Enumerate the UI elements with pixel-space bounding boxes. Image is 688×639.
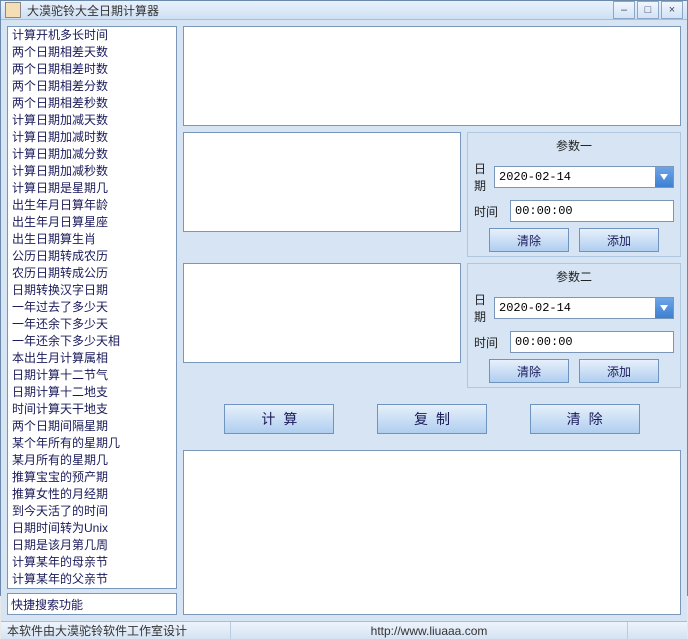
params2-time-input[interactable]: [510, 331, 674, 353]
list-item[interactable]: 计算日期加减分数: [8, 146, 176, 163]
params2-time-label: 时间: [474, 334, 504, 351]
list-item[interactable]: 计算日期是星期几: [8, 180, 176, 197]
right-panel: 参数一 日期 时间 清除 添加: [183, 26, 681, 615]
app-window: 大漠驼铃大全日期计算器 – □ × 计算开机多长时间两个日期相差天数两个日期相差…: [0, 0, 688, 596]
function-listbox[interactable]: 计算开机多长时间两个日期相差天数两个日期相差时数两个日期相差分数两个日期相差秒数…: [7, 26, 177, 589]
list-item[interactable]: 日期是该月第几周: [8, 537, 176, 554]
list-item[interactable]: 出生年月日算年龄: [8, 197, 176, 214]
list-item[interactable]: 计算某年的母亲节: [8, 554, 176, 571]
list-item[interactable]: 计算日期加减秒数: [8, 163, 176, 180]
params1-time-label: 时间: [474, 203, 504, 220]
list-item[interactable]: 一年还余下多少天: [8, 316, 176, 333]
minimize-button[interactable]: –: [613, 1, 635, 19]
params1-time-input[interactable]: [510, 200, 674, 222]
list-item[interactable]: 农历日期转成公历: [8, 265, 176, 282]
list-item[interactable]: 两个日期相差分数: [8, 78, 176, 95]
params2-date-field[interactable]: [495, 301, 655, 315]
params-group-1: 参数一 日期 时间 清除 添加: [467, 132, 681, 257]
list-item[interactable]: 两个日期相差秒数: [8, 95, 176, 112]
status-spacer: [627, 622, 687, 639]
list-item[interactable]: 两个日期相差时数: [8, 61, 176, 78]
list-item[interactable]: 计算某年的父亲节: [8, 571, 176, 588]
window-title: 大漠驼铃大全日期计算器: [27, 2, 613, 19]
list-item[interactable]: 公历日期转成农历: [8, 248, 176, 265]
params1-date-label: 日期: [474, 160, 488, 194]
params1-add-button[interactable]: 添加: [579, 228, 659, 252]
list-item[interactable]: 日期计算十二节气: [8, 367, 176, 384]
status-credit: 本软件由大漠驼铃软件工作室设计: [1, 622, 231, 639]
params1-date-input[interactable]: [494, 166, 674, 188]
clear-button[interactable]: 清除: [530, 404, 640, 434]
list-item[interactable]: 一年过去了多少天: [8, 299, 176, 316]
params2-date-label: 日期: [474, 291, 488, 325]
params-group-2: 参数二 日期 时间 清除 添加: [467, 263, 681, 388]
list-item[interactable]: 计算日期加减时数: [8, 129, 176, 146]
left-panel: 计算开机多长时间两个日期相差天数两个日期相差时数两个日期相差分数两个日期相差秒数…: [7, 26, 177, 615]
list-item[interactable]: 推算女性的月经期: [8, 486, 176, 503]
list-item[interactable]: 计算开机多长时间: [8, 27, 176, 44]
list-item[interactable]: 时间计算天干地支: [8, 401, 176, 418]
list-item[interactable]: 某个年所有的星期几: [8, 435, 176, 452]
result-textarea[interactable]: [183, 450, 681, 615]
list-item[interactable]: 两个日期间隔星期: [8, 418, 176, 435]
list-item[interactable]: 计算日期加减天数: [8, 112, 176, 129]
input-textarea-2[interactable]: [183, 263, 461, 363]
list-item[interactable]: 日期计算十二地支: [8, 384, 176, 401]
params2-date-input[interactable]: [494, 297, 674, 319]
statusbar: 本软件由大漠驼铃软件工作室设计 http://www.liuaaa.com: [1, 621, 687, 639]
app-icon: [5, 2, 21, 18]
params2-date-dropdown[interactable]: [655, 298, 673, 318]
params2-clear-button[interactable]: 清除: [489, 359, 569, 383]
search-input[interactable]: [7, 593, 177, 615]
close-button[interactable]: ×: [661, 1, 683, 19]
action-row: 计算 复制 清除: [183, 394, 681, 444]
list-item[interactable]: 出生日期算生肖: [8, 231, 176, 248]
list-item[interactable]: 到今天活了的时间: [8, 503, 176, 520]
list-item[interactable]: 本出生月计算属相: [8, 350, 176, 367]
list-item[interactable]: 推算宝宝的预产期: [8, 469, 176, 486]
params2-title: 参数二: [474, 268, 674, 285]
copy-button[interactable]: 复制: [377, 404, 487, 434]
list-item[interactable]: 某月所有的星期几: [8, 452, 176, 469]
list-item[interactable]: 一年还余下多少天相: [8, 333, 176, 350]
params1-clear-button[interactable]: 清除: [489, 228, 569, 252]
list-item[interactable]: 出生年月日算星座: [8, 214, 176, 231]
status-url: http://www.liuaaa.com: [231, 624, 627, 638]
params1-title: 参数一: [474, 137, 674, 154]
client-area: 计算开机多长时间两个日期相差天数两个日期相差时数两个日期相差分数两个日期相差秒数…: [1, 20, 687, 621]
list-item[interactable]: 日期转换汉字日期: [8, 282, 176, 299]
list-item[interactable]: 日期时间转为Unix: [8, 520, 176, 537]
list-item[interactable]: 两个日期相差天数: [8, 44, 176, 61]
description-textarea[interactable]: [183, 26, 681, 126]
maximize-button[interactable]: □: [637, 1, 659, 19]
titlebar: 大漠驼铃大全日期计算器 – □ ×: [1, 1, 687, 20]
input-textarea-1[interactable]: [183, 132, 461, 232]
params1-date-field[interactable]: [495, 170, 655, 184]
params1-date-dropdown[interactable]: [655, 167, 673, 187]
params2-add-button[interactable]: 添加: [579, 359, 659, 383]
calculate-button[interactable]: 计算: [224, 404, 334, 434]
